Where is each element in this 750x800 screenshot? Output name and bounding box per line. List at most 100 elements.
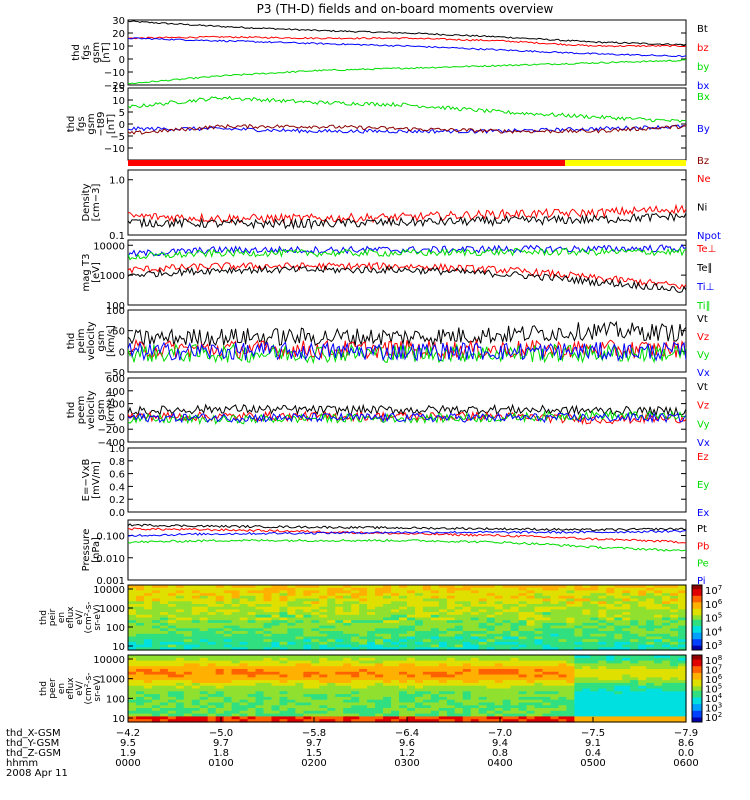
legend-entry-Bz: Bz: [697, 156, 709, 167]
spectrogram-cell: [175, 641, 185, 646]
y-axis-label-line: velocity: [86, 390, 97, 429]
spectrogram-cell: [558, 716, 568, 720]
spectrogram-cell: [534, 639, 544, 643]
spectrogram-cell: [662, 622, 671, 627]
spectrogram-cell: [558, 609, 568, 613]
spectrogram-cell: [438, 671, 448, 676]
spectrogram-cell: [343, 631, 352, 635]
spectrogram-cell: [255, 628, 265, 632]
spectrogram-cell: [271, 641, 281, 646]
y-axis-label-line: eV/: [75, 609, 85, 625]
spectrogram-cell: [271, 699, 281, 704]
spectrogram-cell: [438, 699, 448, 704]
spectrogram-cell: [574, 644, 583, 648]
spectrogram-cell: [518, 660, 528, 664]
spectrogram-cell: [478, 604, 488, 608]
spectrogram-cell: [470, 601, 480, 605]
spectrogram-cell: [518, 631, 528, 635]
spectrogram-cell: [136, 702, 145, 706]
spectrogram-cell: [367, 719, 376, 723]
spectrogram-cell: [534, 708, 544, 712]
spectrogram-cell: [446, 699, 456, 704]
spectrogram-cell: [574, 710, 583, 715]
spectrogram-cell: [454, 625, 464, 629]
spectrogram-cell: [438, 685, 448, 690]
y-axis-label-line: −t89: [96, 111, 107, 136]
spectrogram-cell: [646, 636, 655, 640]
spectrogram-cell: [526, 593, 536, 597]
spectrogram-cell: [422, 691, 432, 695]
spectrogram-cell: [422, 666, 432, 670]
spectrogram-cell: [534, 614, 544, 619]
spectrogram-cell: [526, 633, 536, 638]
spectrogram-cell: [582, 705, 591, 709]
spectrogram-cell: [494, 696, 504, 701]
spectrogram-cell: [295, 590, 304, 594]
spectrogram-cell: [319, 606, 328, 610]
spectrogram-cell: [526, 617, 536, 621]
spectrogram-cell: [151, 593, 161, 597]
spectrogram-cell: [159, 719, 169, 723]
spectrogram-cell: [271, 669, 281, 673]
spectrogram-cell: [518, 685, 528, 690]
spectrogram-cell: [446, 604, 456, 608]
spectrogram-cell: [175, 585, 185, 589]
spectrogram-cell: [678, 585, 687, 589]
spectrogram-cell: [287, 633, 296, 638]
spectrogram-cell: [462, 657, 472, 662]
spectrogram-cell: [167, 641, 177, 646]
spectrogram-cell: [622, 585, 631, 589]
spectrogram-cell: [502, 705, 512, 709]
spectrogram-cell: [295, 622, 304, 627]
spectrogram-cell: [518, 691, 528, 695]
spectrogram-cell: [622, 614, 631, 619]
spectrogram-cell: [207, 685, 217, 690]
spectrogram-cell: [542, 655, 552, 659]
spectrogram-cell: [430, 590, 440, 594]
spectrogram-cell: [606, 708, 615, 712]
spectrogram-cell: [407, 606, 416, 610]
spectrogram-cell: [590, 606, 599, 610]
spectrogram-cell: [263, 719, 273, 723]
spectrogram-cell: [239, 625, 249, 629]
spectrogram-cell: [143, 696, 153, 701]
spectrogram-cell: [582, 710, 591, 715]
spectrogram-cell: [327, 674, 336, 678]
spectrogram-cell: [622, 669, 631, 673]
spectrogram-cell: [311, 691, 320, 695]
y-tick-label: −50: [104, 368, 125, 379]
spectrogram-cell: [255, 705, 265, 709]
spectrogram-cell: [630, 641, 639, 646]
spectrogram-cell: [622, 671, 631, 676]
spectrogram-cell: [558, 628, 568, 632]
spectrogram-cell: [263, 593, 273, 597]
spectrogram-cell: [574, 660, 583, 664]
spectrogram-cell: [438, 660, 448, 664]
legend-entry-Bx: Bx: [697, 92, 710, 103]
spectrogram-cell: [199, 688, 209, 692]
spectrogram-cell: [638, 590, 647, 594]
y-axis-label-line: [eV]: [91, 262, 102, 283]
spectrogram-cell: [191, 680, 201, 684]
spectrogram-cell: [590, 595, 599, 600]
spectrogram-cell: [670, 609, 679, 613]
spectrogram-cell: [367, 614, 376, 619]
spectrogram-cell: [438, 663, 448, 667]
spectrogram-cell: [470, 702, 480, 706]
spectrogram-cell: [319, 657, 328, 662]
spectrogram-cell: [462, 598, 472, 602]
spectrogram-cell: [407, 705, 416, 709]
spectrogram-cell: [518, 682, 528, 687]
spectrogram-cell: [542, 647, 552, 651]
spectrogram-cell: [175, 604, 185, 608]
spectrogram-cell: [359, 631, 368, 635]
spectrogram-cell: [446, 590, 456, 594]
spectrogram-cell: [159, 694, 169, 698]
spectrogram-cell: [383, 622, 392, 627]
spectrogram-cell: [279, 677, 289, 681]
spectrogram-cell: [128, 655, 137, 659]
spectrogram-cell: [367, 696, 376, 701]
spectrogram-cell: [367, 647, 376, 651]
spectrogram-cell: [367, 685, 376, 690]
spectrogram-cell: [383, 691, 392, 695]
